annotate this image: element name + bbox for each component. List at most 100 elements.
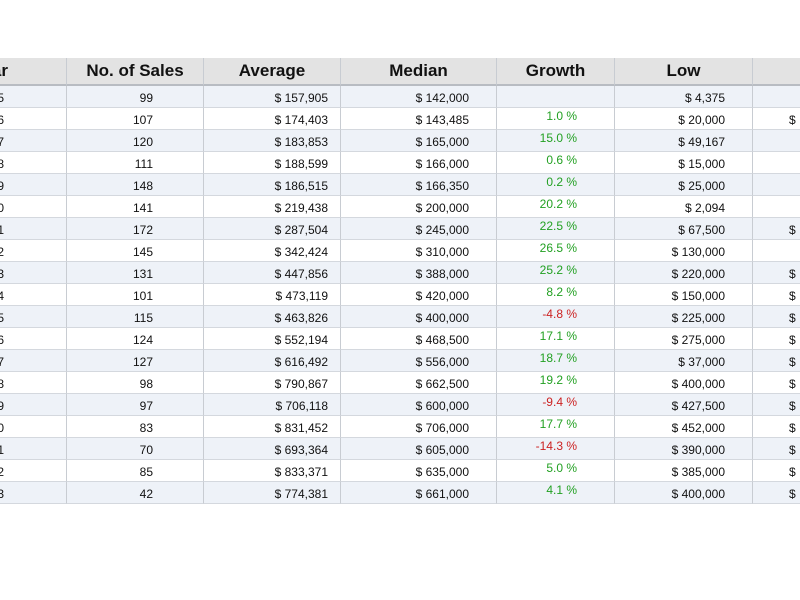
table-cell: 99 (67, 86, 204, 108)
table-cell: 1.0 % (497, 108, 615, 130)
table-cell: 42 (67, 482, 204, 504)
table-cell: $ (753, 438, 800, 460)
table-cell: 25.2 % (497, 262, 615, 284)
table-cell: $ (753, 350, 800, 372)
table-cell: 2 (0, 460, 67, 482)
table-cell: 7 (0, 130, 67, 152)
table-cell: $ 130,000 (615, 240, 753, 262)
table-cell: 0 (0, 416, 67, 438)
table-cell: $ 452,000 (615, 416, 753, 438)
table-cell: $ 342,424 (204, 240, 341, 262)
table-cell: $ (753, 108, 800, 130)
table-cell: $ 183,853 (204, 130, 341, 152)
table-cell: 8 (0, 152, 67, 174)
table-cell: 97 (67, 394, 204, 416)
table-cell: 20.2 % (497, 196, 615, 218)
table-cell: 145 (67, 240, 204, 262)
table-cell: $ 165,000 (341, 130, 497, 152)
table-cell: $ 4,375 (615, 86, 753, 108)
table-cell: 107 (67, 108, 204, 130)
table-cell: $ 706,000 (341, 416, 497, 438)
table-cell: $ 166,350 (341, 174, 497, 196)
table-cell: $ 693,364 (204, 438, 341, 460)
table-cell: $ 468,500 (341, 328, 497, 350)
table-cell: $ 20,000 (615, 108, 753, 130)
table-cell: $ (753, 394, 800, 416)
table-cell: -14.3 % (497, 438, 615, 460)
table-cell: $ 831,452 (204, 416, 341, 438)
table-cell: 111 (67, 152, 204, 174)
table-cell: 120 (67, 130, 204, 152)
table-cell: $ 2,094 (615, 196, 753, 218)
table-cell: $ 188,599 (204, 152, 341, 174)
table-cell: 8.2 % (497, 284, 615, 306)
table-cell: -9.4 % (497, 394, 615, 416)
table-cell: 4.1 % (497, 482, 615, 504)
table-cell: 0.2 % (497, 174, 615, 196)
table-cell: 141 (67, 196, 204, 218)
table-cell: 6 (0, 108, 67, 130)
header-cell: Median (341, 58, 497, 86)
table-cell: $ (753, 218, 800, 240)
table-cell: $ 400,000 (341, 306, 497, 328)
table-cell: $ 219,438 (204, 196, 341, 218)
table-cell (753, 196, 800, 218)
table-cell: $ 774,381 (204, 482, 341, 504)
table-cell: $ 49,167 (615, 130, 753, 152)
table-cell: $ 200,000 (341, 196, 497, 218)
table-cell: 1 (0, 218, 67, 240)
table-cell (753, 86, 800, 108)
header-cell (753, 58, 800, 86)
table-cell: $ 37,000 (615, 350, 753, 372)
table-cell: 101 (67, 284, 204, 306)
table-cell: -4.8 % (497, 306, 615, 328)
table-cell: $ 790,867 (204, 372, 341, 394)
table-cell: $ 150,000 (615, 284, 753, 306)
table-cell: $ 25,000 (615, 174, 753, 196)
table-cell: $ 420,000 (341, 284, 497, 306)
table-cell: 17.1 % (497, 328, 615, 350)
table-cell: $ 245,000 (341, 218, 497, 240)
table-cell: $ 600,000 (341, 394, 497, 416)
table-cell: $ 225,000 (615, 306, 753, 328)
table-cell (753, 174, 800, 196)
table-cell: $ 275,000 (615, 328, 753, 350)
table-cell: $ 142,000 (341, 86, 497, 108)
table-cell (753, 152, 800, 174)
table-cell: 5 (0, 86, 67, 108)
header-cell: No. of Sales (67, 58, 204, 86)
table-cell: $ 220,000 (615, 262, 753, 284)
header-cell: Growth (497, 58, 615, 86)
table-cell: $ 463,826 (204, 306, 341, 328)
table-cell: $ (753, 328, 800, 350)
table-cell: 115 (67, 306, 204, 328)
table-cell: 0.6 % (497, 152, 615, 174)
table-cell: 9 (0, 174, 67, 196)
table-cell: 3 (0, 262, 67, 284)
table-cell: 98 (67, 372, 204, 394)
table-cell: $ 706,118 (204, 394, 341, 416)
table-cell: $ (753, 372, 800, 394)
table-cell: $ 556,000 (341, 350, 497, 372)
table-cell: 4 (0, 284, 67, 306)
table-cell: $ 174,403 (204, 108, 341, 130)
table-cell: $ 390,000 (615, 438, 753, 460)
table-cell: $ (753, 262, 800, 284)
header-cell: ar (0, 58, 67, 86)
table-cell: 6 (0, 328, 67, 350)
table-cell: $ 186,515 (204, 174, 341, 196)
table-cell: $ 166,000 (341, 152, 497, 174)
table-cell: $ 616,492 (204, 350, 341, 372)
table-cell: 85 (67, 460, 204, 482)
table-cell: $ 310,000 (341, 240, 497, 262)
table-cell: 9 (0, 394, 67, 416)
table-cell: $ 15,000 (615, 152, 753, 174)
table-cell: 26.5 % (497, 240, 615, 262)
table-cell: 15.0 % (497, 130, 615, 152)
table-cell: $ 661,000 (341, 482, 497, 504)
table-cell: 7 (0, 350, 67, 372)
table-cell: $ 385,000 (615, 460, 753, 482)
table-cell: 83 (67, 416, 204, 438)
table-cell: 124 (67, 328, 204, 350)
